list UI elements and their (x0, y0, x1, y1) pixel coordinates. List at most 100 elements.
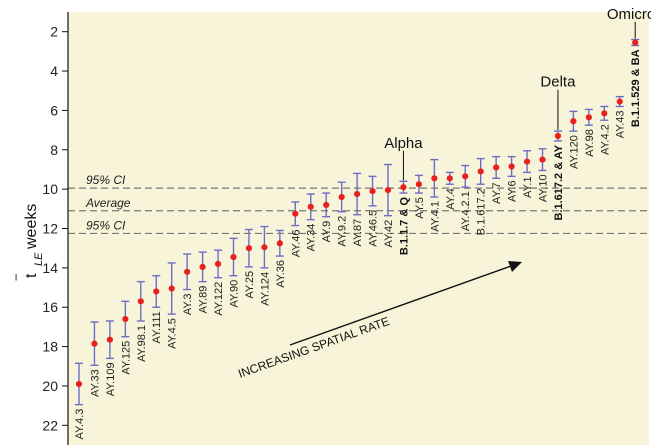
point-label: AY.124 (259, 272, 271, 306)
y-axis-symbol-overbar: ‾ (15, 274, 32, 281)
y-axis-symbol: t (23, 273, 40, 278)
point-label: AY.42 (383, 220, 395, 248)
data-point (137, 298, 144, 305)
data-point (338, 193, 345, 201)
point-label: AY.122 (213, 282, 225, 316)
y-tick-label: 22 (42, 417, 58, 433)
point-label: AY.98 (584, 129, 596, 157)
point-label: AY.1 (522, 176, 534, 198)
data-point (400, 184, 407, 191)
data-point (91, 340, 98, 347)
point-label: AY.4.2 (599, 124, 611, 155)
point-label: AY.33 (89, 369, 101, 397)
data-point (75, 380, 83, 388)
data-point (168, 285, 175, 292)
point-label: AY.4.1 (429, 201, 441, 232)
y-tick-label: 20 (42, 378, 58, 394)
annotation-label: Alpha (384, 135, 423, 152)
annotation-label: Omicron (607, 6, 651, 23)
point-label: AY.98.1 (136, 325, 148, 362)
point-label: AY.10 (538, 174, 550, 202)
point-label: AY.7 (491, 182, 503, 204)
plot-background (68, 12, 649, 445)
point-label: AY.46 (290, 230, 302, 258)
data-point (261, 244, 268, 251)
data-point (601, 110, 608, 117)
reference-line-label: 95% CI (86, 173, 126, 187)
data-point (184, 268, 191, 275)
data-point (384, 187, 392, 194)
reference-line-label: 95% CI (86, 218, 126, 232)
data-point (523, 158, 531, 165)
data-point (493, 164, 500, 171)
y-tick-label: 16 (42, 299, 58, 315)
data-point (632, 39, 639, 46)
data-point (276, 240, 283, 247)
point-label: AY.36 (275, 260, 287, 288)
data-point (307, 203, 314, 210)
y-axis-ticks: 2 4 6 8 10 12 14 16 18 20 22 (42, 24, 68, 433)
point-label: B.1.617.2 & AY (553, 144, 565, 220)
data-point (477, 168, 484, 175)
point-label: AY.87 (352, 219, 364, 247)
point-label: AY.46.5 (368, 210, 380, 247)
data-point (354, 190, 361, 198)
reference-lines: 95% CI Average 95% CI (68, 173, 649, 235)
y-tick-label: 14 (42, 260, 58, 276)
y-tick-label: 4 (50, 63, 58, 79)
y-tick-label: 12 (42, 221, 58, 237)
point-label: AY.109 (105, 362, 117, 396)
y-tick-label: 2 (50, 24, 58, 40)
data-point (230, 253, 237, 261)
data-point (245, 245, 253, 252)
data-point (446, 175, 453, 182)
y-tick-label: 8 (50, 142, 58, 158)
data-point (153, 288, 160, 295)
point-label: AY.43 (615, 110, 627, 138)
point-label: B.1.617.2 (476, 188, 488, 235)
data-point (415, 181, 422, 188)
data-point (292, 210, 299, 217)
data-point (585, 114, 592, 121)
point-label: AY.5 (414, 197, 426, 219)
data-point (122, 315, 129, 323)
point-label: AY.9.2 (337, 216, 349, 247)
data-point (570, 118, 577, 125)
point-label: AY.120 (568, 135, 580, 169)
point-label: AY.125 (120, 341, 132, 375)
annotations: Alpha Delta Omicron (384, 6, 651, 181)
point-label: B.1.1.7 & Q (398, 197, 410, 256)
y-axis-label: t ‾ LE weeks (15, 204, 45, 281)
data-point (554, 132, 562, 140)
point-label: AY.4.2.1 (460, 191, 472, 231)
data-points (75, 39, 639, 388)
data-point (323, 201, 330, 208)
y-tick-label: 6 (50, 102, 58, 118)
point-label: B.1.1.529 & BA (630, 49, 642, 127)
point-label: AY.25 (244, 271, 256, 299)
data-point (539, 156, 546, 163)
data-point (369, 188, 376, 195)
point-label: AY.6 (507, 180, 519, 202)
point-label: AY.4 (445, 188, 457, 210)
point-label: AY.90 (229, 280, 241, 308)
data-point (462, 173, 469, 180)
trend-arrow-head (508, 261, 522, 272)
point-label: AY.34 (306, 224, 318, 252)
y-axis-subscript: LE (33, 252, 45, 266)
point-label: AY.3 (182, 294, 194, 316)
data-point (106, 336, 113, 343)
point-label: AY.9 (321, 221, 333, 243)
point-label: AY.4.3 (74, 409, 86, 440)
y-tick-label: 10 (42, 181, 58, 197)
y-tick-label: 18 (42, 339, 58, 355)
y-axis-unit: weeks (23, 204, 40, 250)
point-label: AY.4.5 (167, 318, 179, 349)
point-label: AY.89 (198, 286, 210, 314)
annotation-label: Delta (540, 74, 576, 91)
data-point (199, 263, 206, 270)
data-point (508, 163, 515, 170)
trend-arrow-line (289, 264, 515, 346)
